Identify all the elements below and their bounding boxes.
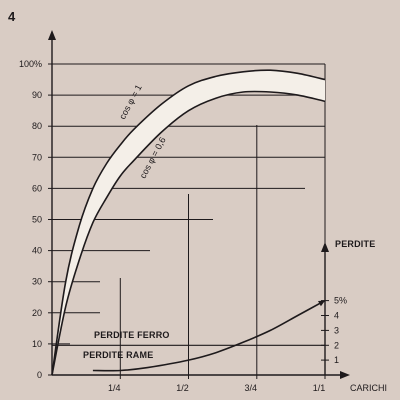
efficiency-band: [52, 70, 325, 375]
curve-perdite-rame: [92, 299, 326, 372]
y-tick-label-90: 90: [32, 90, 42, 100]
y-tick-label-0: 0: [37, 370, 42, 380]
label-cosphi-1: cos φ = 1: [117, 83, 143, 121]
y-tick-label-30: 30: [32, 277, 42, 287]
x-tick-label-3-4: 3/4: [244, 383, 257, 393]
labels: 0 10 20 30 40 50 60 70 80 90 100% 1/4 1/2 3/4 1/1 CARIC…: [19, 59, 387, 393]
curve-cosphi-06: [51, 90, 326, 376]
y-tick-label-60: 60: [32, 183, 42, 193]
x-tick-label-1-1: 1/1: [313, 383, 326, 393]
figure-number: 4: [8, 9, 16, 24]
secondary-tick-label-4: 4: [334, 311, 339, 321]
y-tick-label-40: 40: [32, 246, 42, 256]
secondary-tick-label-2: 2: [334, 340, 339, 350]
label-perdite-rame: PERDITE RAME: [83, 350, 153, 360]
label-perdite-ferro: PERDITE FERRO: [94, 330, 170, 340]
secondary-axis-label: PERDITE: [335, 239, 375, 249]
curve-cosphi-1: [51, 69, 326, 376]
efficiency-band-fill: [52, 70, 325, 375]
secondary-tick-label-5: 5%: [334, 296, 347, 306]
y-tick-label-100: 100%: [19, 59, 42, 69]
axes: [48, 30, 350, 379]
secondary-tick-label-1: 1: [334, 355, 339, 365]
y-tick-label-80: 80: [32, 121, 42, 131]
y-tick-label-10: 10: [32, 339, 42, 349]
perdite-rame-arrowhead: [318, 300, 325, 307]
y-tick-label-20: 20: [32, 308, 42, 318]
x-axis-label: CARICHI: [350, 383, 387, 393]
secondary-tick-label-3: 3: [334, 325, 339, 335]
y-tick-label-70: 70: [32, 152, 42, 162]
x-tick-label-1-2: 1/2: [176, 383, 189, 393]
y-tick-label-50: 50: [32, 215, 42, 225]
secondary-axis-arrowhead: [321, 242, 329, 252]
curves: [51, 69, 326, 376]
x-tick-label-1-4: 1/4: [108, 383, 121, 393]
x-axis-arrowhead: [340, 371, 350, 379]
y-axis-arrowhead: [48, 30, 56, 40]
